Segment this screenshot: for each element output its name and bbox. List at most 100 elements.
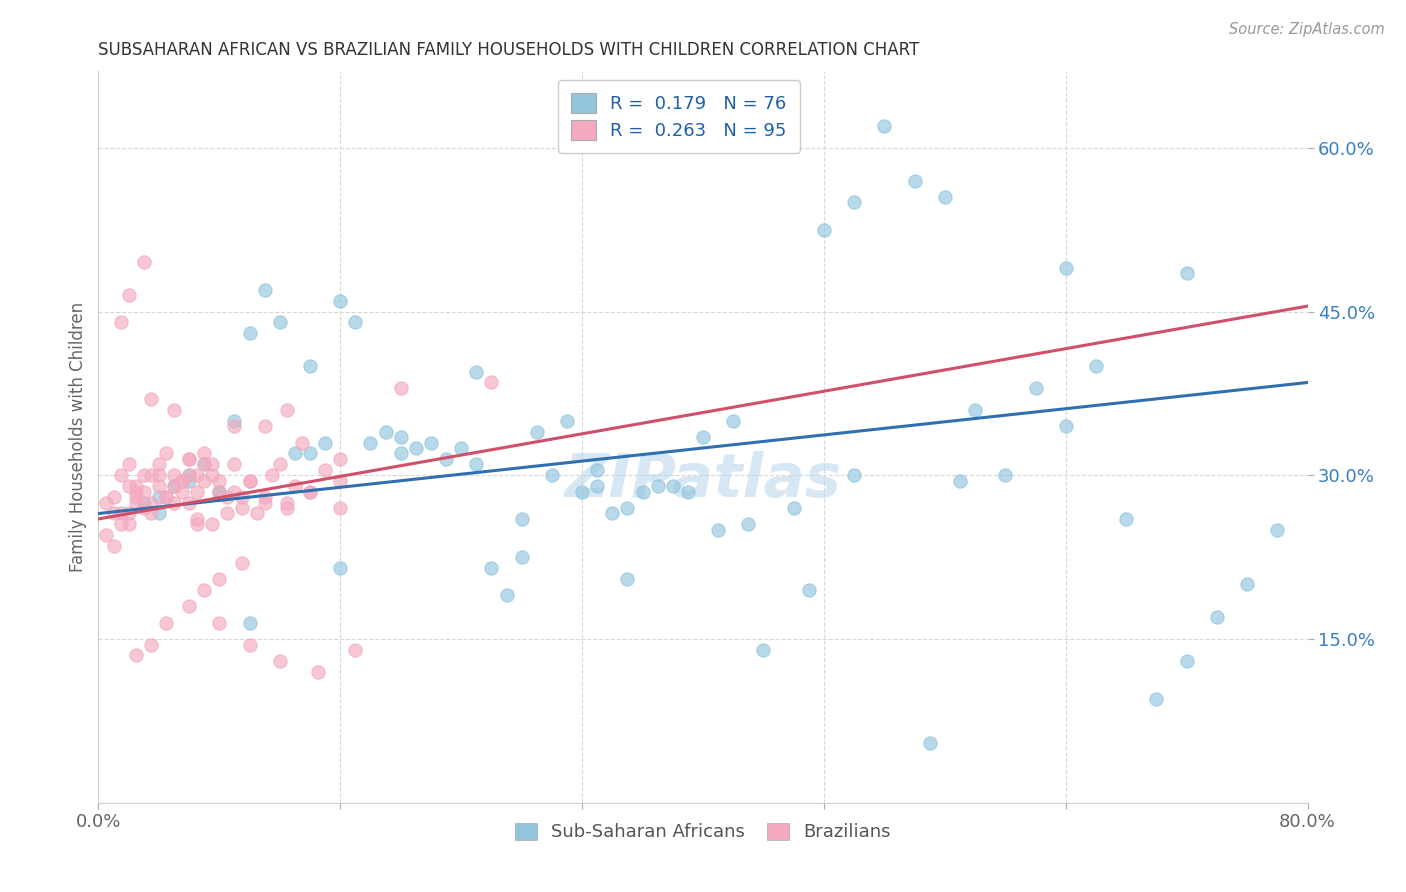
Point [253, 419, 276, 434]
Point [934, 190, 956, 204]
Point [949, 474, 972, 488]
Point [1085, 359, 1108, 373]
Point [155, 446, 177, 460]
Point [110, 315, 132, 329]
Point [965, 402, 987, 417]
Point [239, 615, 262, 630]
Point [179, 451, 201, 466]
Point [1054, 260, 1077, 275]
Point [844, 195, 866, 210]
Point [148, 458, 170, 472]
Point [707, 523, 730, 537]
Point [186, 468, 208, 483]
Point [299, 446, 322, 460]
Point [94, 495, 117, 509]
Point [420, 435, 443, 450]
Point [201, 517, 224, 532]
Point [132, 468, 155, 483]
Point [269, 654, 291, 668]
Point [141, 507, 163, 521]
Point [103, 539, 125, 553]
Point [193, 446, 215, 460]
Point [344, 643, 367, 657]
Point [179, 451, 201, 466]
Point [329, 474, 352, 488]
Point [103, 507, 125, 521]
Point [118, 479, 141, 493]
Point [125, 490, 148, 504]
Point [163, 479, 186, 493]
Point [616, 501, 638, 516]
Point [148, 490, 170, 504]
Point [110, 507, 132, 521]
Point [148, 479, 170, 493]
Point [510, 550, 533, 565]
Point [647, 479, 669, 493]
Point [510, 512, 533, 526]
Point [141, 638, 163, 652]
Point [193, 474, 215, 488]
Point [253, 495, 276, 509]
Point [125, 484, 148, 499]
Point [329, 451, 352, 466]
Point [276, 501, 298, 516]
Point [179, 495, 201, 509]
Point [783, 501, 806, 516]
Point [374, 425, 396, 439]
Point [676, 484, 699, 499]
Point [179, 468, 201, 483]
Point [307, 665, 329, 679]
Point [110, 517, 132, 532]
Point [405, 441, 427, 455]
Point [329, 561, 352, 575]
Point [125, 479, 148, 493]
Point [1144, 692, 1167, 706]
Point [193, 458, 215, 472]
Point [224, 484, 246, 499]
Point [208, 484, 231, 499]
Point [299, 484, 322, 499]
Point [586, 479, 609, 493]
Point [844, 468, 866, 483]
Point [616, 572, 638, 586]
Point [224, 419, 246, 434]
Point [201, 458, 224, 472]
Point [148, 507, 170, 521]
Point [179, 474, 201, 488]
Point [110, 468, 132, 483]
Point [118, 517, 141, 532]
Point [389, 446, 412, 460]
Point [994, 468, 1017, 483]
Point [540, 468, 562, 483]
Point [239, 474, 262, 488]
Point [291, 435, 314, 450]
Point [465, 458, 488, 472]
Point [208, 572, 231, 586]
Point [1024, 381, 1046, 395]
Point [904, 173, 927, 187]
Point [170, 474, 193, 488]
Point [103, 490, 125, 504]
Point [737, 517, 759, 532]
Point [1267, 523, 1289, 537]
Point [314, 463, 336, 477]
Point [723, 414, 745, 428]
Point [284, 446, 307, 460]
Point [752, 643, 775, 657]
Point [163, 479, 186, 493]
Point [873, 119, 896, 133]
Point [389, 381, 412, 395]
Point [450, 441, 472, 455]
Point [118, 458, 141, 472]
Point [208, 484, 231, 499]
Point [179, 468, 201, 483]
Point [179, 599, 201, 614]
Point [239, 638, 262, 652]
Point [481, 376, 503, 390]
Point [239, 326, 262, 341]
Point [1175, 654, 1198, 668]
Point [201, 468, 224, 483]
Point [692, 430, 714, 444]
Point [94, 528, 117, 542]
Point [526, 425, 548, 439]
